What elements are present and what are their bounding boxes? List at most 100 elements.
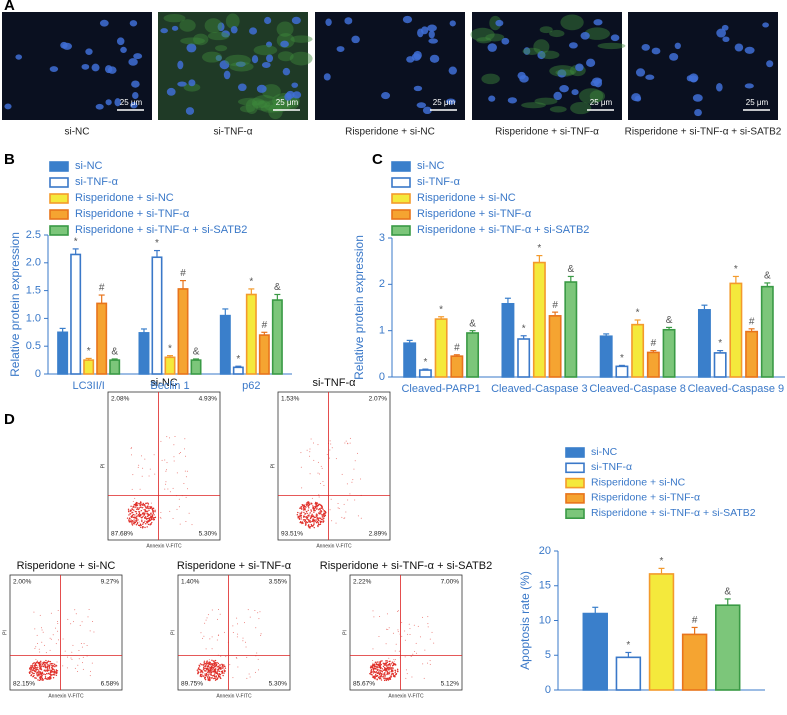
cell-nucleus [291, 16, 301, 25]
flow-event [196, 669, 199, 671]
flow-event [213, 677, 215, 680]
flow-event [51, 671, 53, 673]
flow-event [209, 672, 211, 674]
cell-cytoplasm [193, 33, 209, 46]
flow-event [149, 516, 151, 519]
flow-event [49, 673, 52, 676]
x-tick-label: Cleaved-Caspase 8 [589, 383, 686, 395]
flow-event [35, 669, 38, 671]
flow-event [209, 679, 211, 682]
bar [582, 612, 608, 691]
flow-event [143, 512, 145, 514]
flow-event [308, 507, 310, 509]
flow-event [165, 470, 167, 472]
flow-event [154, 509, 156, 511]
flow-event [347, 442, 349, 444]
flow-event [299, 514, 301, 516]
flow-event [172, 517, 174, 519]
flow-event [372, 659, 374, 661]
flow-event [341, 473, 343, 475]
flow-event [214, 663, 216, 665]
significance-marker: * [522, 323, 526, 334]
flow-event [209, 673, 211, 676]
flow-event [317, 524, 319, 527]
flow-event [46, 663, 48, 665]
flow-event [140, 455, 142, 457]
flow-event [207, 673, 209, 675]
flow-event [174, 436, 176, 438]
cell-cytoplasm [597, 42, 626, 50]
legend-swatch [391, 161, 411, 172]
flow-event [306, 449, 308, 451]
flow-event [41, 677, 44, 680]
flow-event [151, 521, 153, 524]
flow-event [421, 616, 423, 618]
cell-nucleus [428, 30, 435, 39]
flow-event [207, 671, 209, 673]
flow-event [130, 519, 132, 521]
flow-event [309, 521, 311, 523]
flow-event [216, 677, 219, 680]
flow-event [407, 633, 409, 635]
flow-event [309, 455, 311, 457]
cell-cytoplasm [239, 105, 256, 113]
cell-nucleus [487, 43, 497, 52]
flow-event [39, 651, 41, 653]
y-tick-label: 2.0 [26, 257, 41, 269]
flow-event [46, 668, 49, 670]
flow-event [136, 507, 139, 509]
flow-event [44, 676, 47, 678]
significance-marker: * [626, 640, 630, 651]
legend-label: Risperidone + si-TNF-α + si-SATB2 [417, 224, 589, 236]
flow-event [133, 523, 135, 525]
flow-event [388, 662, 391, 665]
flow-event [38, 674, 41, 676]
flow-event [214, 668, 217, 670]
flow-event [29, 671, 31, 673]
flow-event [212, 660, 215, 662]
image-label: si-TNF-α [213, 127, 252, 138]
cell-nucleus [266, 54, 274, 63]
quadrant-percent: 3.55% [269, 579, 288, 586]
flow-event [210, 677, 213, 679]
flow-event [178, 453, 180, 455]
flow-event [307, 514, 309, 516]
legend-swatch [49, 209, 69, 220]
flow-event [354, 460, 356, 462]
flow-event [67, 618, 69, 620]
cell-nucleus [166, 87, 176, 96]
flow-event [369, 673, 372, 675]
flow-event [138, 507, 140, 509]
panel-letter: B [4, 151, 15, 168]
flow-y-label: PI [342, 630, 348, 635]
flow-x-label: Annexin V-FITC [48, 693, 84, 699]
flow-event [39, 662, 41, 665]
cell-nucleus [744, 46, 755, 54]
legend-swatch [565, 477, 585, 489]
flow-event [146, 521, 149, 524]
flow-event [304, 505, 306, 508]
flow-event [134, 497, 136, 499]
flow-event [393, 663, 395, 665]
flow-event [140, 509, 143, 512]
bar [564, 281, 578, 378]
flow-event [429, 663, 431, 665]
cell-cytoplasm [264, 99, 291, 113]
flow-event [324, 514, 326, 517]
flow-event [49, 663, 51, 665]
flow-event [149, 506, 151, 508]
flow-event [303, 515, 306, 518]
flow-event [160, 440, 162, 442]
y-tick-label: 0 [35, 368, 41, 380]
legend-label: Risperidone + si-TNF-α + si-SATB2 [75, 224, 247, 236]
flow-event [198, 664, 200, 666]
flow-event [202, 664, 204, 666]
flow-event [237, 666, 239, 668]
flow-event [138, 512, 141, 515]
flow-event [378, 665, 381, 668]
cell-nucleus [631, 93, 641, 102]
flow-event [308, 521, 310, 523]
flow-event [138, 464, 140, 466]
flow-event [152, 507, 154, 510]
flow-event [145, 523, 147, 525]
